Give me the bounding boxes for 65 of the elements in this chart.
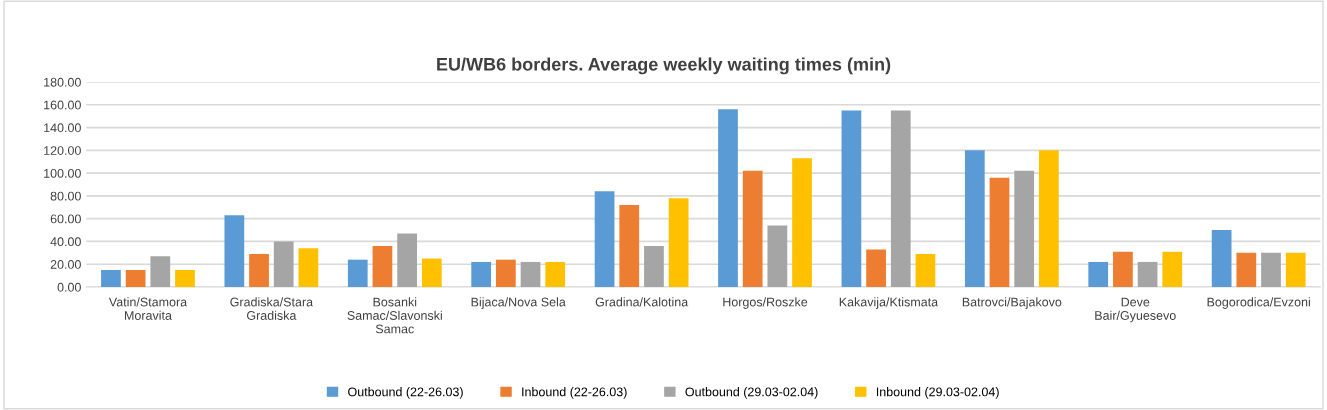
bar — [1088, 261, 1109, 287]
bar — [249, 253, 269, 287]
bar — [1137, 261, 1158, 287]
bar — [495, 259, 516, 287]
x-tick-label: Vatin/Stamora Moravita — [108, 297, 188, 320]
bar — [150, 256, 171, 287]
bar — [421, 258, 442, 287]
bar — [347, 259, 368, 287]
bar — [372, 246, 393, 287]
bar — [1236, 252, 1257, 287]
y-tick-label: 20.00 — [50, 260, 81, 269]
bar — [298, 248, 319, 287]
bar — [1162, 251, 1183, 287]
y-tick-label: 120.00 — [44, 146, 81, 155]
bar — [866, 249, 886, 287]
bar — [890, 110, 911, 287]
y-tick-label: 60.00 — [50, 214, 81, 224]
y-tick-label: 100.00 — [44, 168, 81, 178]
y-tick-label: 0.00 — [57, 282, 81, 292]
bar — [767, 225, 788, 287]
bar — [915, 253, 936, 287]
bar — [520, 261, 541, 287]
bar — [1261, 252, 1281, 287]
legend-label: Outbound (22-26.03) — [348, 387, 463, 399]
bar — [841, 110, 862, 287]
bar — [718, 109, 738, 287]
bar — [397, 233, 417, 287]
x-tick-label: Kakavija/Ktismata — [839, 297, 939, 309]
x-tick-label: Bijaca/Nova Sela — [471, 297, 566, 309]
bar — [792, 158, 812, 287]
y-tick-label: 80.00 — [50, 191, 81, 201]
y-tick-label: 180.00 — [44, 77, 81, 87]
bar — [1014, 170, 1035, 287]
legend-label: Inbound (29.03-02.04) — [876, 387, 999, 399]
bar — [125, 269, 146, 287]
bar — [273, 241, 294, 287]
bar — [964, 150, 985, 287]
y-tick-label: 140.00 — [44, 123, 81, 133]
y-tick-label: 160.00 — [44, 100, 81, 110]
x-tick-label: Gradiska/Stara Gradiska — [230, 297, 314, 320]
bar — [644, 246, 664, 287]
legend-label: Inbound (22-26.03) — [522, 387, 627, 399]
bar — [101, 269, 121, 287]
x-tick-label: Bogorodica/Evzoni — [1207, 297, 1310, 309]
bar — [742, 170, 763, 287]
x-tick-label: Gradina/Kalotina — [595, 297, 689, 307]
bar — [1038, 150, 1059, 287]
x-tick-label: Batrovci/Bajakovo — [962, 297, 1062, 309]
bar — [545, 261, 566, 287]
bar — [668, 198, 689, 287]
bar — [224, 215, 245, 287]
x-tick-label: Bosanki Samac/Slavonski Samac — [347, 297, 442, 334]
bar — [1211, 230, 1232, 287]
bar — [1285, 252, 1306, 287]
legend-label: Outbound (29.03-02.04) — [685, 387, 818, 399]
bar — [594, 191, 615, 287]
bar — [1113, 251, 1133, 287]
bar — [471, 261, 492, 287]
y-tick-label: 40.00 — [50, 237, 81, 247]
bar — [989, 177, 1010, 287]
x-tick-label: Horgos/Roszke — [723, 297, 808, 309]
bar — [175, 269, 195, 287]
chart-title: EU/WB6 borders. Average weekly waiting times (min) — [437, 57, 891, 75]
bar — [619, 205, 640, 287]
x-tick-label: Deve Bair/Gyuesevo — [1095, 297, 1176, 323]
